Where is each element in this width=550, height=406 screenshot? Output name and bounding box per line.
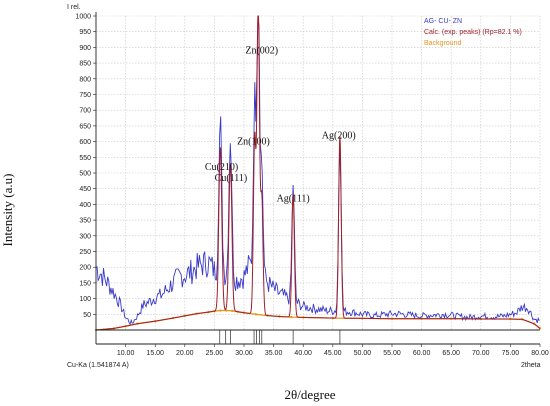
background-point (290, 315, 293, 319)
radiation-label: Cu-Ka (1.541874 A) (67, 362, 129, 369)
y-tick-label: 350 (79, 218, 91, 225)
grid (96, 15, 541, 330)
x-tick-label: 65.00 (442, 350, 460, 357)
y-tick-label: 50 (83, 312, 91, 319)
x-tick-label: 45.00 (324, 350, 342, 357)
legend-entry: AG- CU- ZN (424, 18, 462, 25)
y-tick-label: 600 (79, 139, 91, 146)
x-tick-label: 75.00 (502, 350, 520, 357)
x-tick-label: 25.00 (206, 350, 224, 357)
y-tick-label: 550 (79, 155, 91, 162)
peak-label: Ag(111) (277, 193, 310, 204)
peak-label: Cu(111) (215, 173, 248, 184)
y-tick-label: 500 (79, 171, 91, 178)
background-point (254, 313, 258, 316)
x-tick-labels: 10.00 15.00 20.00 25.00 30.00 35.00 40.00 45.00… (117, 344, 549, 357)
x-axis-label: 2θ/degree (285, 387, 336, 402)
y-tick-label: 800 (79, 76, 91, 83)
x-tick-label: 70.00 (472, 350, 490, 357)
legend: AG- CU- ZN Calc. (exp. peaks) (Rp=82.1 %)… (424, 18, 522, 47)
y-tick-label: 300 (79, 233, 91, 240)
y-tick-label: 900 (79, 45, 91, 52)
x-tick-label: 10.00 (117, 350, 135, 357)
peak-labels: Cu(210)Cu(111) Zn(100) Zn(002) Ag(111) Ag(20… (205, 46, 356, 205)
legend-entry: Background (424, 40, 461, 47)
background-point (230, 309, 234, 313)
y-tick-label: 450 (79, 186, 91, 193)
y-tick-label: 950 (79, 29, 91, 36)
peak-label: Cu(210) (205, 162, 238, 173)
peak-label: Ag(200) (322, 130, 356, 141)
calc-line (96, 15, 541, 331)
y-tick-label: 650 (79, 123, 91, 130)
y-tick-label: 100 (79, 296, 91, 303)
y-tick-label: 400 (79, 202, 91, 209)
axes (95, 12, 540, 345)
legend-entry: Calc. (exp. peaks) (Rp=82.1 %) (424, 29, 522, 36)
x-tick-label: 15.00 (146, 350, 164, 357)
observed-line (95, 15, 540, 326)
background-point (219, 309, 222, 312)
x-tick-label: 30.00 (235, 350, 253, 357)
inner-y-title: I rel. (67, 4, 81, 11)
peak-label: Zn(002) (245, 46, 278, 57)
y-tick-label: 1000 (75, 14, 91, 21)
x-tick-label: 55.00 (383, 350, 401, 357)
y-tick-label: 250 (79, 249, 91, 256)
x-tick-label: 50.00 (354, 350, 372, 357)
x-tick-label: 80.00 (531, 350, 549, 357)
y-tick-label: 200 (79, 265, 91, 272)
x-tick-label: 35.00 (265, 350, 283, 357)
y-tick-label: 700 (79, 108, 91, 115)
x-tick-label: 20.00 (176, 350, 194, 357)
x-tick-label: 40.00 (294, 350, 312, 357)
calc-series (96, 15, 541, 331)
peak-markers (219, 330, 341, 344)
x-tick-label: 60.00 (413, 350, 431, 357)
y-axis-label: Intensity (a.u) (0, 174, 15, 247)
y-tick-label: 150 (79, 280, 91, 287)
inner-x-title: 2theta (521, 362, 541, 369)
observed-series (95, 15, 540, 326)
y-tick-label: 750 (79, 92, 91, 99)
y-tick-label: 850 (79, 61, 91, 68)
peak-label: Zn(100) (237, 137, 270, 148)
y-tick-labels: 50 100 150 200 250 300 350 400 450 500 550 600 650 70… (75, 14, 96, 319)
